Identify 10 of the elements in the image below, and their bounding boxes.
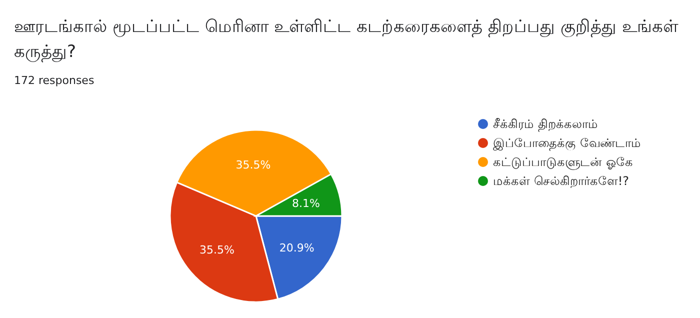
legend-label: மக்கள் செல்கிறார்களே!? — [493, 174, 629, 188]
legend-label: சீக்கிரம் திறக்கலாம் — [493, 117, 598, 132]
legend-label: இப்போதைக்கு வேண்டாம் — [493, 136, 641, 152]
legend-label: கட்டுப்பாடுகளுடன் ஓகே — [493, 155, 633, 170]
data-label: 35.5% — [200, 244, 234, 257]
data-label: 35.5% — [236, 158, 271, 172]
text: 172 responses — [14, 74, 94, 87]
chart-title: ஊரடங்கால் மூடப்பட்ட மெரினா உள்ளிட்ட கடற்கரைகளைத் திறப்பது குறித்து உங்கள் கருத்து? — [14, 17, 679, 62]
data-label: 8.1% — [292, 196, 320, 210]
data-label: 20.9% — [279, 241, 314, 254]
